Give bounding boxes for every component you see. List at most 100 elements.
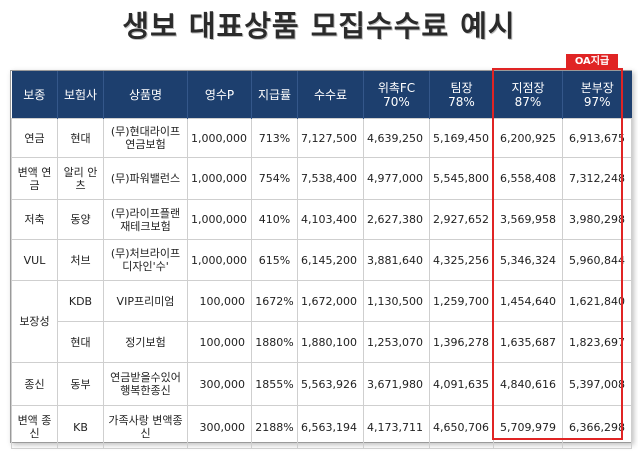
- cell-type: 종신: [11, 362, 58, 406]
- header-fc-label: 위촉FC: [377, 80, 416, 95]
- cell-product: (무)처브라이프 디자인'수': [103, 239, 188, 281]
- cell-insurer: 처브: [57, 239, 104, 281]
- cell-branch: 1,454,640: [493, 280, 563, 322]
- cell-branch: 3,569,958: [493, 199, 563, 240]
- cell-premium: 100,000: [187, 280, 252, 322]
- cell-product: (무)현대라이프 연금보험: [103, 118, 188, 158]
- cell-fc: 1,253,070: [363, 321, 430, 363]
- cell-commission: 6,563,194: [297, 405, 364, 449]
- header-fc: 위촉FC 70%: [363, 71, 430, 119]
- cell-product: (무)라이프플랜 재테크보험: [103, 199, 188, 240]
- cell-product: 가족사랑 변액종신: [103, 405, 188, 449]
- table-row: 변액 연금 알리 안츠 (무)파워밸런스 1,000,000 754% 7,53…: [11, 157, 632, 200]
- header-branch-label: 지점장: [511, 80, 545, 95]
- cell-team: 2,927,652: [429, 199, 494, 240]
- cell-hq: 6,366,298: [562, 405, 632, 449]
- header-product: 상품명: [103, 71, 188, 119]
- cell-insurer: KDB: [57, 280, 104, 322]
- cell-commission: 4,103,400: [297, 199, 364, 240]
- header-branch: 지점장 87%: [493, 71, 563, 119]
- cell-rate: 1880%: [251, 321, 298, 363]
- cell-commission: 5,563,926: [297, 362, 364, 406]
- cell-hq: 1,823,697: [562, 321, 632, 363]
- cell-hq: 3,980,298: [562, 199, 632, 240]
- cell-hq: 5,960,844: [562, 239, 632, 281]
- header-row: 보종 보험사 상품명 영수P 지급률 수수료 위촉FC 70% 팀장 78% 지점장…: [11, 71, 632, 119]
- header-branch-pct: 87%: [514, 94, 542, 109]
- cell-fc: 3,671,980: [363, 362, 430, 406]
- cell-fc: 1,130,500: [363, 280, 430, 322]
- cell-branch: 6,200,925: [493, 118, 563, 158]
- cell-premium: 300,000: [187, 405, 252, 449]
- cell-premium: 1,000,000: [187, 199, 252, 240]
- table-row: 연금 현대 (무)현대라이프 연금보험 1,000,000 713% 7,127…: [11, 118, 632, 158]
- oa-badge: OA지급: [566, 54, 618, 69]
- cell-team: 5,169,450: [429, 118, 494, 158]
- cell-insurer: 현대: [57, 118, 104, 158]
- page-title: 생보 대표상품 모집수수료 예시: [122, 9, 516, 43]
- header-premium: 영수P: [187, 71, 252, 119]
- header-fc-pct: 70%: [383, 94, 410, 109]
- cell-rate: 1672%: [251, 280, 298, 322]
- header-insurer: 보험사: [57, 71, 104, 119]
- cell-branch: 5,709,979: [493, 405, 563, 449]
- cell-premium: 100,000: [187, 321, 252, 363]
- cell-branch: 1,635,687: [493, 321, 563, 363]
- cell-commission: 1,880,100: [297, 321, 364, 363]
- commission-table-container: 보종 보험사 상품명 영수P 지급률 수수료 위촉FC 70% 팀장 78% 지점장…: [10, 70, 632, 449]
- cell-type: 저축: [11, 199, 58, 240]
- header-team-label: 팀장: [450, 80, 473, 95]
- header-commission: 수수료: [297, 71, 364, 119]
- cell-type: 보장성: [11, 280, 58, 363]
- cell-team: 5,545,800: [429, 157, 494, 200]
- cell-hq: 6,913,675: [562, 118, 632, 158]
- table-row: 저축 동양 (무)라이프플랜 재테크보험 1,000,000 410% 4,10…: [11, 199, 632, 240]
- cell-team: 4,325,256: [429, 239, 494, 281]
- cell-rate: 410%: [251, 199, 298, 240]
- cell-product: (무)파워밸런스: [103, 157, 188, 200]
- cell-hq: 5,397,008: [562, 362, 632, 406]
- header-rate: 지급률: [251, 71, 298, 119]
- cell-fc: 4,173,711: [363, 405, 430, 449]
- cell-type: 변액 종신: [11, 405, 58, 449]
- commission-table: 보종 보험사 상품명 영수P 지급률 수수료 위촉FC 70% 팀장 78% 지점장…: [11, 71, 632, 449]
- cell-commission: 7,127,500: [297, 118, 364, 158]
- header-team-pct: 78%: [448, 94, 475, 109]
- cell-insurer: 동양: [57, 199, 104, 240]
- cell-type: VUL: [11, 239, 58, 281]
- cell-insurer: 현대: [57, 321, 104, 363]
- cell-premium: 1,000,000: [187, 118, 252, 158]
- cell-fc: 3,881,640: [363, 239, 430, 281]
- cell-team: 4,650,706: [429, 405, 494, 449]
- cell-rate: 2188%: [251, 405, 298, 449]
- cell-commission: 1,672,000: [297, 280, 364, 322]
- header-hq-pct: 97%: [583, 94, 611, 109]
- header-hq: 본부장 97%: [562, 71, 632, 119]
- cell-premium: 1,000,000: [187, 239, 252, 281]
- cell-rate: 615%: [251, 239, 298, 281]
- cell-fc: 2,627,380: [363, 199, 430, 240]
- cell-insurer: 동부: [57, 362, 104, 406]
- table-row: 현대 정기보험 100,000 1880% 1,880,100 1,253,07…: [12, 321, 632, 363]
- cell-branch: 6,558,408: [493, 157, 563, 200]
- table-row: 보장성 KDB VIP프리미엄 100,000 1672% 1,672,000 …: [11, 280, 632, 363]
- cell-hq: 1,621,840: [562, 280, 632, 322]
- cell-rate: 713%: [251, 118, 298, 158]
- cell-team: 1,396,278: [429, 321, 494, 363]
- cell-rate: 754%: [251, 157, 298, 200]
- cell-team: 1,259,700: [429, 280, 494, 322]
- cell-branch: 4,840,616: [493, 362, 563, 406]
- cell-rate: 1855%: [251, 362, 298, 406]
- cell-commission: 6,145,200: [297, 239, 364, 281]
- cell-premium: 300,000: [187, 362, 252, 406]
- table-row: VUL 처브 (무)처브라이프 디자인'수' 1,000,000 615% 6,…: [11, 239, 632, 281]
- header-hq-label: 본부장: [580, 80, 614, 95]
- header-type: 보종: [11, 71, 58, 119]
- cell-fc: 4,639,250: [363, 118, 430, 158]
- cell-product: VIP프리미엄: [103, 280, 188, 322]
- cell-team: 4,091,635: [429, 362, 494, 406]
- table-row: 변액 종신 KB 가족사랑 변액종신 300,000 2188% 6,563,1…: [11, 405, 632, 449]
- cell-fc: 4,977,000: [363, 157, 430, 200]
- cell-type: 연금: [11, 118, 58, 158]
- cell-hq: 7,312,248: [562, 157, 632, 200]
